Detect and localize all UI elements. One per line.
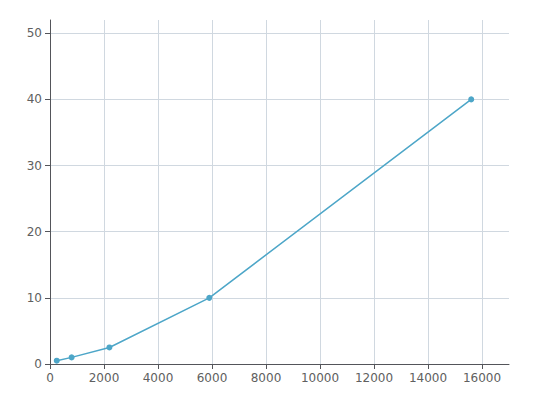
svg-text:0: 0: [46, 371, 54, 385]
svg-text:30: 30: [27, 159, 42, 173]
svg-text:20: 20: [27, 225, 42, 239]
svg-text:2000: 2000: [89, 371, 120, 385]
svg-text:10: 10: [27, 291, 42, 305]
svg-text:0: 0: [34, 357, 42, 371]
svg-text:4000: 4000: [143, 371, 174, 385]
svg-text:10000: 10000: [301, 371, 339, 385]
svg-text:8000: 8000: [251, 371, 282, 385]
svg-text:40: 40: [27, 92, 42, 106]
svg-text:12000: 12000: [355, 371, 393, 385]
svg-text:14000: 14000: [409, 371, 447, 385]
svg-text:6000: 6000: [197, 371, 228, 385]
svg-text:16000: 16000: [463, 371, 501, 385]
svg-text:50: 50: [27, 26, 42, 40]
